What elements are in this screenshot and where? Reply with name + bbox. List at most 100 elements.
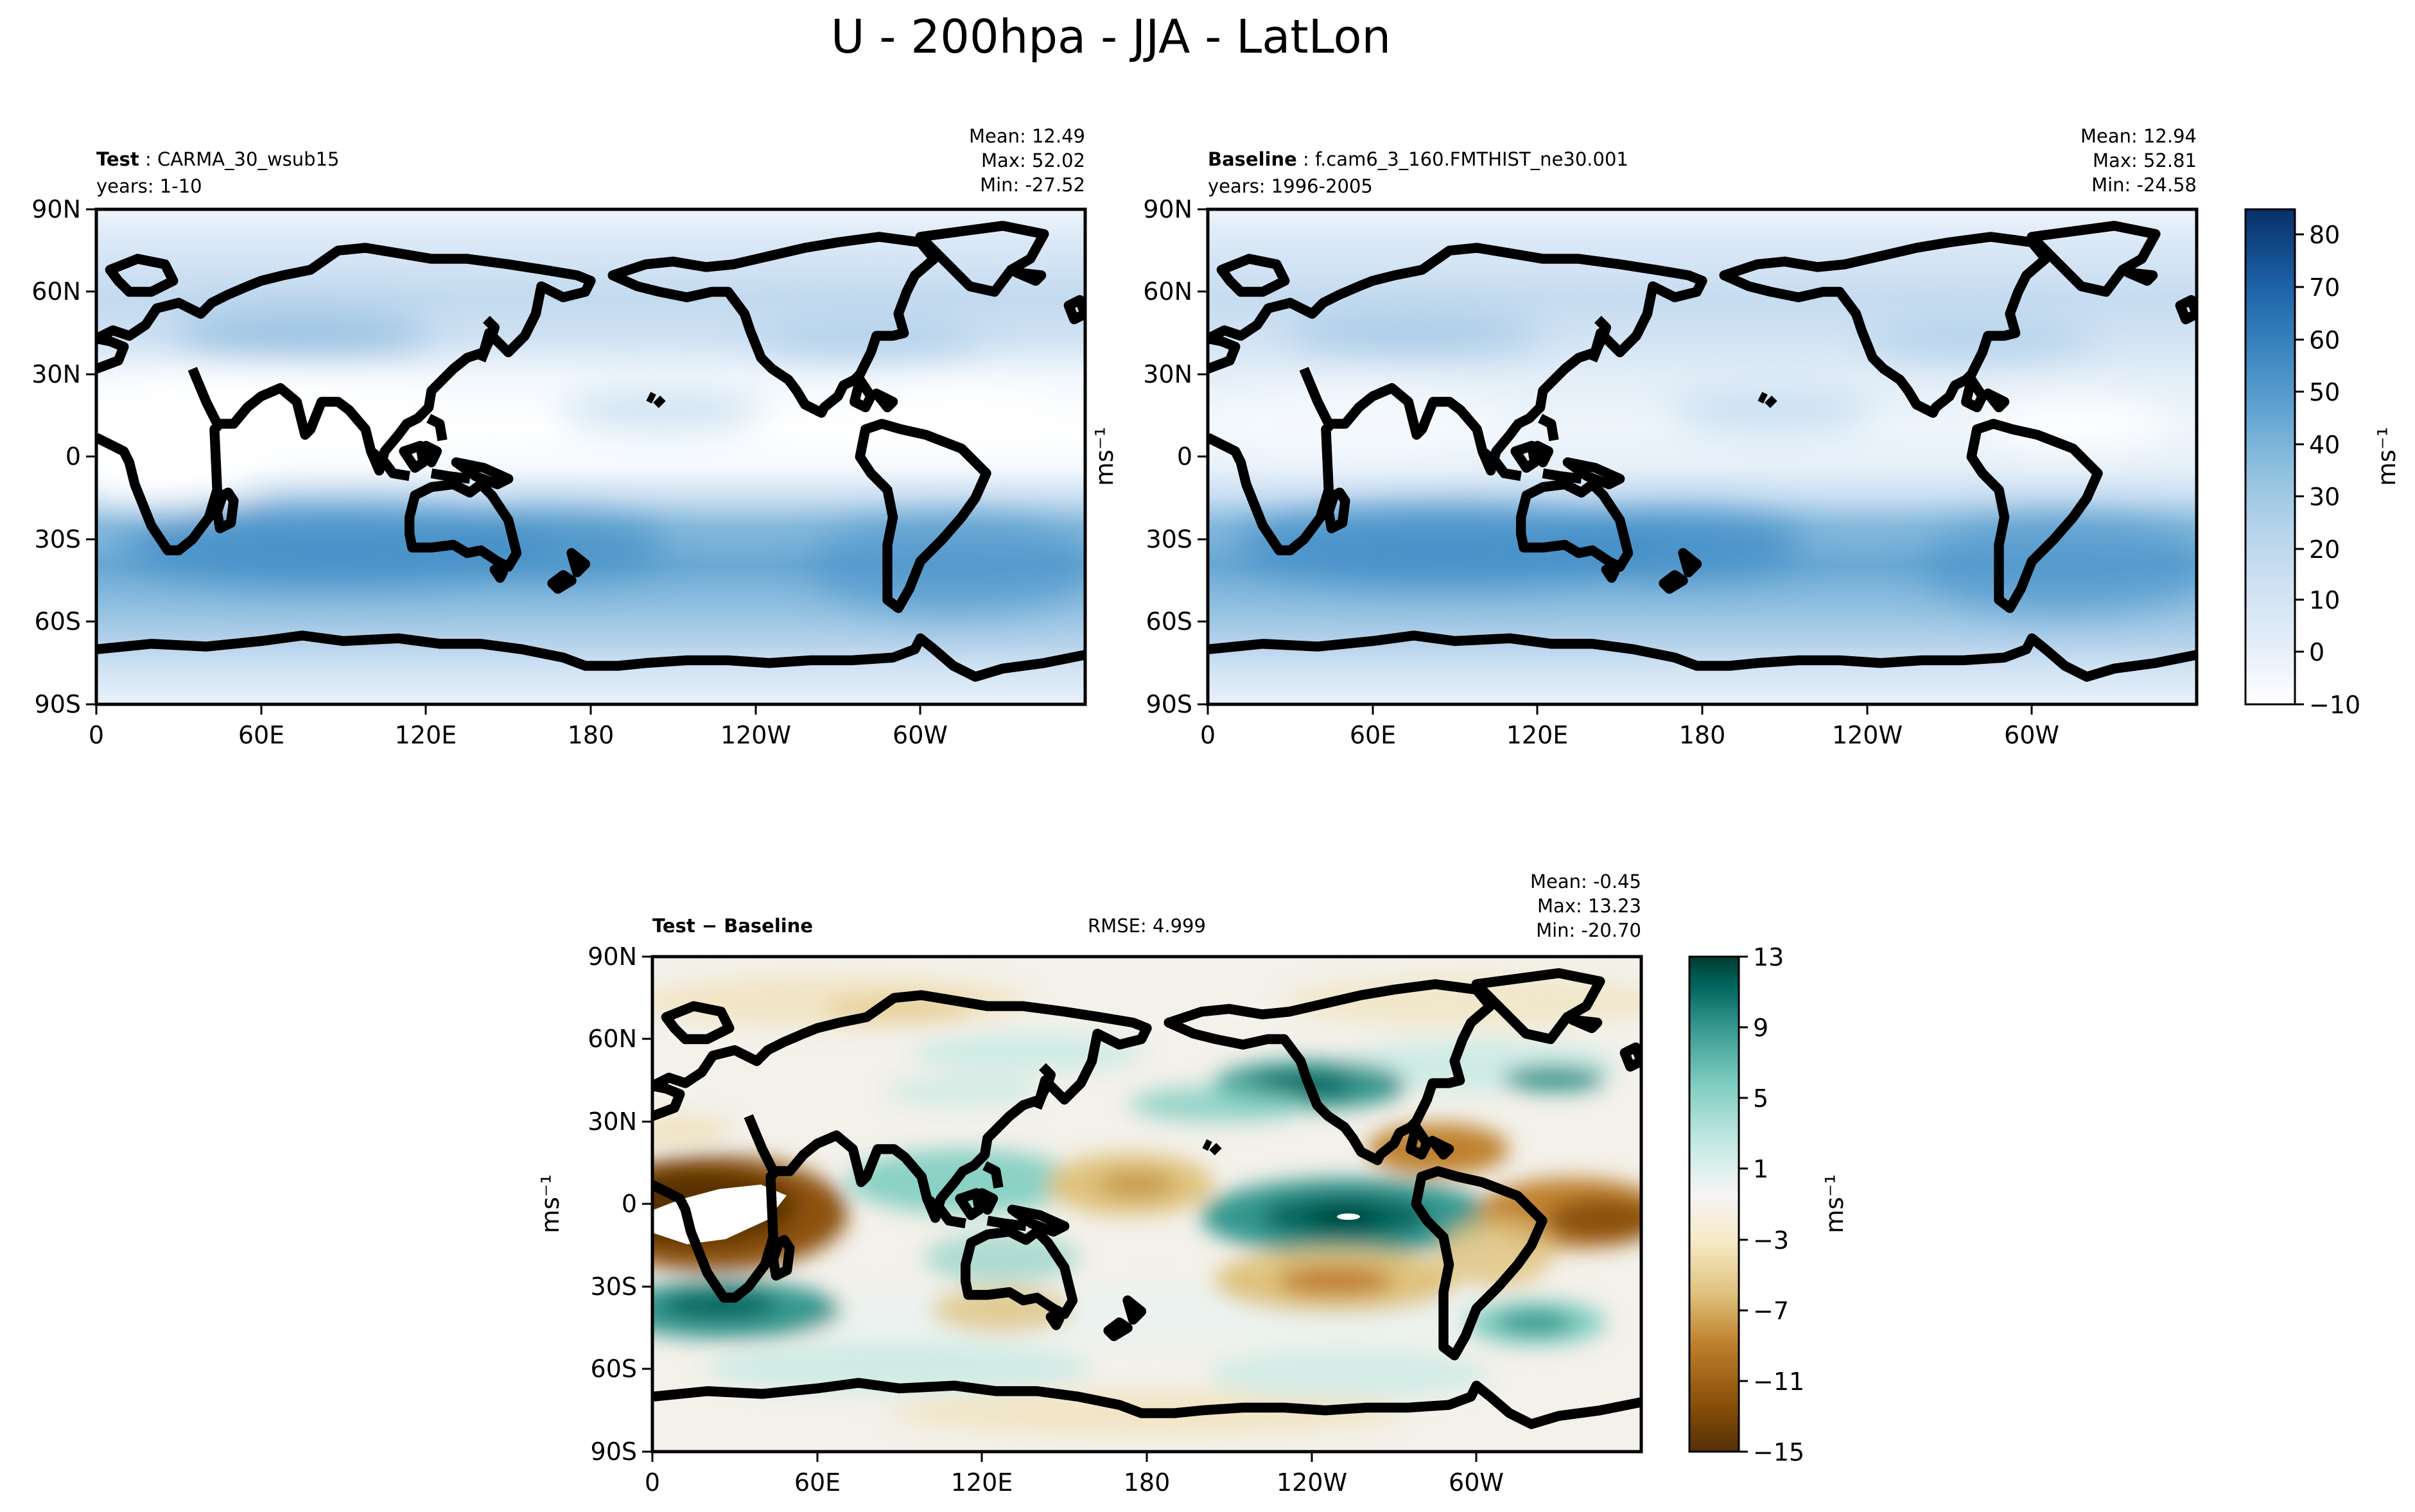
panel-diff-min: Min: -20.70 [1536, 919, 1641, 941]
colorbar-main-label: −10 [2309, 691, 2360, 719]
panel-baseline-x-ticks: 0 60E 120E 180 120W 60W [1200, 704, 2059, 749]
colorbar-main-label: 80 [2309, 221, 2340, 249]
panel-baseline-case: f.cam6_3_160.FMTHIST_ne30.001 [1315, 148, 1628, 170]
x-tick-label: 180 [1124, 1468, 1171, 1497]
colorbar-main: 80 70 60 50 40 30 20 10 0 −10 ms⁻¹ [2244, 208, 2401, 719]
y-tick-label: 90N [1143, 195, 1192, 223]
x-tick-label: 60E [794, 1468, 841, 1497]
panel-test-y-ticks: 90N 60N 30N 0 30S 60S 90S [31, 195, 96, 718]
colorbar-diff-label: 1 [1753, 1155, 1768, 1183]
panel-diff-x-ticks: 0 60E 120E 180 120W 60W [645, 1452, 1504, 1497]
colorbar-diff-label: 5 [1753, 1084, 1768, 1113]
panel-baseline-header: Baseline : f.cam6_3_160.FMTHIST_ne30.001 [1208, 148, 1628, 170]
colorbar-main-label: 10 [2309, 586, 2340, 614]
panel-test-map [96, 209, 1085, 704]
colorbar-diff-label: −15 [1753, 1438, 1804, 1466]
colorbar-main-label: 70 [2309, 274, 2340, 302]
panel-diff-label: Test − Baseline [652, 915, 813, 937]
colorbar-diff-label: 13 [1753, 943, 1784, 971]
panel-test-unit-label: ms⁻¹ [1090, 427, 1119, 486]
panel-test-header: Test : CARMA_30_wsub15 [96, 148, 339, 170]
y-tick-label: 60S [35, 607, 81, 636]
colorbar-main-label: 20 [2309, 535, 2340, 564]
panel-test-max: Max: 52.02 [981, 150, 1085, 171]
panel-diff-y-ticks: 90N 60N 30N 0 30S 60S 90S [588, 943, 652, 1466]
panel-baseline-years: years: 1996-2005 [1208, 175, 1373, 197]
panel-diff: Test − Baseline RMSE: 4.999 Mean: -0.45 … [536, 871, 1643, 1497]
colorbar-main-label: 60 [2309, 326, 2340, 354]
panel-diff-map [652, 957, 1641, 1452]
colorbar-main-label: 30 [2309, 483, 2340, 511]
x-tick-label: 120E [395, 721, 457, 749]
colorbar-diff-label: −11 [1753, 1368, 1804, 1396]
x-tick-label: 0 [89, 721, 104, 749]
panel-baseline-mean: Mean: 12.94 [2080, 125, 2197, 147]
y-tick-label: 60N [31, 277, 81, 306]
y-tick-label: 0 [622, 1190, 637, 1218]
panel-baseline-y-ticks: 90N 60N 30N 0 30S 60S 90S [1143, 195, 1208, 718]
x-tick-label: 60E [238, 721, 284, 749]
y-tick-label: 60N [588, 1025, 637, 1053]
panel-test-x-ticks: 0 60E 120E 180 120W 60W [89, 704, 948, 749]
x-tick-label: 60W [1449, 1468, 1504, 1497]
panel-diff-unit-label: ms⁻¹ [536, 1174, 564, 1233]
x-tick-label: 60W [2004, 721, 2059, 749]
panel-test: Test : CARMA_30_wsub15 years: 1-10 Mean:… [31, 125, 1119, 749]
panel-test-mean: Mean: 12.49 [969, 125, 1085, 147]
y-tick-label: 0 [1177, 442, 1192, 471]
x-tick-label: 60E [1350, 721, 1396, 749]
colorbar-main-label: 50 [2309, 378, 2340, 406]
x-tick-label: 120W [720, 721, 791, 749]
x-tick-label: 180 [568, 721, 615, 749]
x-tick-label: 0 [645, 1468, 660, 1497]
y-tick-label: 30N [588, 1108, 637, 1136]
y-tick-label: 60S [591, 1355, 637, 1383]
y-tick-label: 90N [588, 943, 637, 971]
panel-baseline-min: Min: -24.58 [2091, 174, 2197, 196]
y-tick-label: 30N [31, 360, 81, 388]
panel-diff-max: Max: 13.23 [1537, 895, 1641, 917]
y-tick-label: 30S [35, 525, 81, 553]
panel-diff-rmse: RMSE: 4.999 [1088, 915, 1206, 937]
panel-baseline-max: Max: 52.81 [2093, 150, 2197, 171]
x-tick-label: 120E [951, 1468, 1013, 1497]
x-tick-label: 180 [1679, 721, 1726, 749]
colorbar-main-unit: ms⁻¹ [2373, 427, 2401, 486]
colorbar-diff-bar [1688, 955, 1740, 1453]
colorbar-main-bar [2244, 208, 2296, 706]
y-tick-label: 30S [1146, 525, 1192, 553]
colorbar-diff-unit: ms⁻¹ [1820, 1174, 1849, 1233]
y-tick-label: 60S [1146, 607, 1192, 636]
figure-title: U - 200hpa - JJA - LatLon [831, 10, 1391, 64]
panel-diff-mean: Mean: -0.45 [1530, 871, 1641, 892]
colorbar-diff-label: −3 [1753, 1226, 1789, 1255]
y-tick-label: 90S [1146, 690, 1192, 718]
panel-baseline-map [1208, 209, 2197, 704]
panel-test-min: Min: -27.52 [980, 174, 1085, 196]
panel-test-label: Test [96, 148, 139, 170]
panel-baseline: Baseline : f.cam6_3_160.FMTHIST_ne30.001… [1143, 125, 2199, 749]
x-tick-label: 120W [1832, 721, 1903, 749]
y-tick-label: 60N [1143, 277, 1192, 306]
panel-test-case: CARMA_30_wsub15 [157, 148, 340, 170]
x-tick-label: 60W [893, 721, 948, 749]
y-tick-label: 30S [591, 1273, 637, 1301]
colorbar-diff-label: 9 [1753, 1014, 1768, 1042]
colorbar-diff-ticks: 13 9 5 1 −3 −7 −11 −15 [1739, 943, 1804, 1466]
colorbar-diff: 13 9 5 1 −3 −7 −11 −15 ms⁻¹ [1688, 943, 1849, 1466]
colorbar-diff-label: −7 [1753, 1297, 1789, 1325]
x-tick-label: 120E [1506, 721, 1569, 749]
y-tick-label: 30N [1143, 360, 1192, 388]
y-tick-label: 90S [35, 690, 81, 718]
x-tick-label: 0 [1200, 721, 1216, 749]
y-tick-label: 90N [31, 195, 81, 223]
y-tick-label: 0 [65, 442, 81, 471]
panel-baseline-label: Baseline [1208, 148, 1297, 170]
x-tick-label: 120W [1277, 1468, 1347, 1497]
colorbar-main-ticks: 80 70 60 50 40 30 20 10 0 −10 [2295, 221, 2360, 719]
colorbar-main-label: 0 [2309, 638, 2324, 666]
colorbar-main-label: 40 [2309, 431, 2340, 459]
y-tick-label: 90S [591, 1438, 637, 1466]
panel-test-years: years: 1-10 [96, 175, 202, 197]
